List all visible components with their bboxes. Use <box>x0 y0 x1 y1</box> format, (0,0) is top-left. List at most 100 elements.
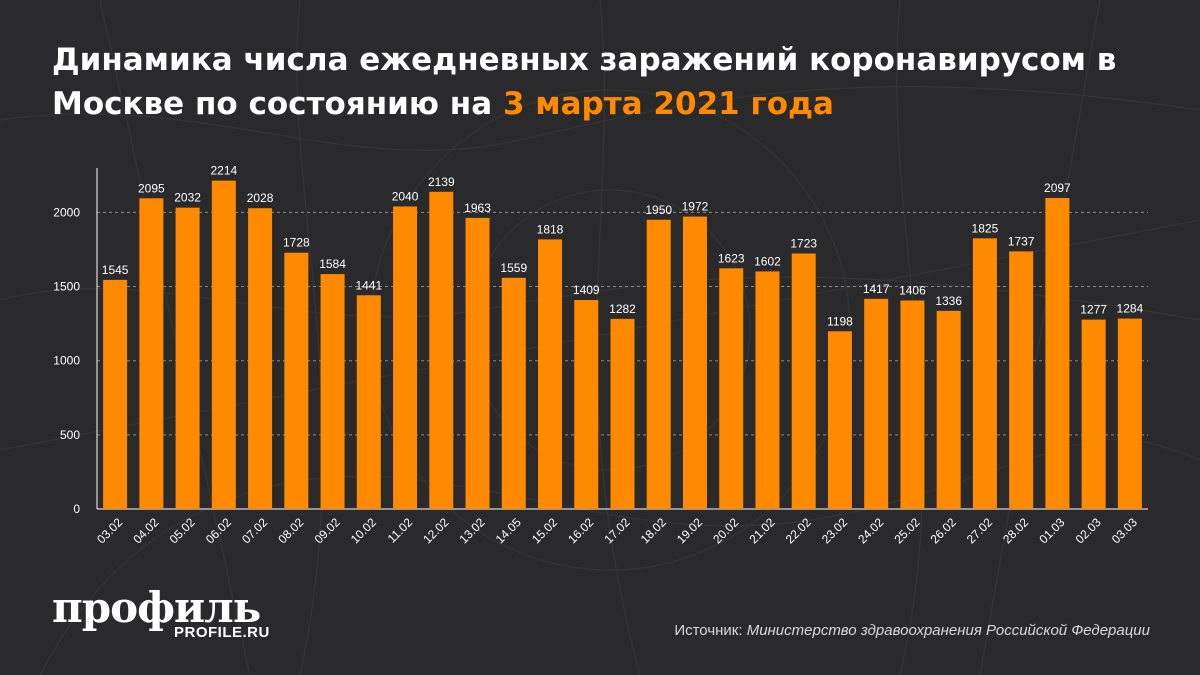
chart-title: Динамика числа ежедневных заражений коро… <box>52 38 1162 126</box>
x-tick-label: 10.02 <box>348 515 379 546</box>
x-tick-label: 01.03 <box>1036 515 1067 546</box>
bar <box>429 191 454 509</box>
bar <box>646 219 671 509</box>
y-tick-label: 1500 <box>53 280 80 294</box>
bar <box>465 217 490 510</box>
x-tick-label: 26.02 <box>928 515 959 546</box>
bar <box>682 216 707 509</box>
x-tick-label: 08.02 <box>275 515 306 546</box>
title-main: Динамика числа ежедневных заражений коро… <box>52 42 1117 122</box>
logo-url: PROFILE.RU <box>174 624 270 641</box>
data-label: 1545 <box>102 263 129 277</box>
bar <box>791 253 816 509</box>
bar <box>248 208 273 509</box>
x-tick-label: 23.02 <box>819 515 850 546</box>
data-label: 1950 <box>645 203 672 217</box>
x-tick-label: 24.02 <box>855 515 886 546</box>
y-tick-label: 500 <box>60 428 80 442</box>
x-tick-label: 04.02 <box>130 515 161 546</box>
data-label: 1336 <box>935 294 962 308</box>
logo-text: профиль <box>52 583 261 632</box>
x-tick-label: 21.02 <box>746 515 777 546</box>
profile-logo[interactable]: профиль PROFILE.RU <box>52 583 269 642</box>
data-label: 1623 <box>718 251 745 265</box>
data-label: 1963 <box>464 201 491 215</box>
bar <box>864 298 889 509</box>
x-tick-label: 27.02 <box>964 515 995 546</box>
bar <box>610 318 635 509</box>
data-label: 1825 <box>972 221 999 235</box>
data-label: 1728 <box>283 236 310 250</box>
data-label: 1277 <box>1080 303 1107 317</box>
x-tick-label: 09.02 <box>312 515 343 546</box>
x-tick-label: 13.02 <box>457 515 488 546</box>
source-value: Министерство здравоохранения Российской … <box>746 622 1150 639</box>
bar <box>1081 319 1106 509</box>
x-tick-label: 06.02 <box>203 515 234 546</box>
bar <box>936 310 961 509</box>
source-label: Источник: <box>674 622 747 639</box>
x-tick-label: 02.03 <box>1073 515 1104 546</box>
x-tick-label: 11.02 <box>385 515 416 546</box>
y-tick-label: 2000 <box>53 205 80 219</box>
data-label: 1602 <box>754 254 781 268</box>
data-label: 1559 <box>500 261 527 275</box>
x-tick-label: 03.03 <box>1109 515 1140 546</box>
data-label: 1282 <box>609 302 636 316</box>
bar <box>719 268 744 509</box>
bar <box>755 271 780 509</box>
bar <box>1045 198 1070 509</box>
x-tick-label: 25.02 <box>891 515 922 546</box>
bar <box>1117 318 1142 509</box>
bar <box>501 277 526 509</box>
x-tick-label: 17.02 <box>601 515 632 546</box>
x-tick-label: 07.02 <box>239 515 270 546</box>
x-tick-label: 20.02 <box>710 515 741 546</box>
bar <box>103 279 128 509</box>
bar <box>320 274 345 509</box>
data-label: 1441 <box>355 278 382 292</box>
bar <box>827 331 852 509</box>
y-tick-label: 0 <box>73 502 80 516</box>
data-label: 1284 <box>1117 302 1144 316</box>
bar <box>356 295 381 509</box>
x-tick-label: 22.02 <box>783 515 814 546</box>
x-tick-label: 15.02 <box>529 515 560 546</box>
x-tick-label: 05.02 <box>167 515 198 546</box>
source-note: Источник: Министерство здравоохранения Р… <box>674 622 1150 639</box>
data-label: 1406 <box>899 283 926 297</box>
data-label: 1723 <box>790 236 817 250</box>
data-label: 2095 <box>138 181 165 195</box>
bar <box>284 252 309 509</box>
bar <box>1009 251 1034 509</box>
title-date: 3 марта 2021 года <box>502 86 834 122</box>
data-label: 1198 <box>827 314 853 328</box>
data-label: 2214 <box>210 164 237 178</box>
x-tick-label: 14.05 <box>493 515 524 546</box>
bar <box>574 300 599 509</box>
x-tick-label: 28.02 <box>1000 515 1031 546</box>
bar <box>538 239 563 509</box>
x-tick-label: 19.02 <box>674 515 705 546</box>
bar <box>139 198 164 509</box>
bar <box>393 206 418 509</box>
x-tick-label: 18.02 <box>638 515 669 546</box>
data-label: 2040 <box>392 189 419 203</box>
data-label: 1972 <box>682 200 709 214</box>
data-label: 1737 <box>1008 234 1035 248</box>
data-label: 1417 <box>863 282 890 296</box>
data-label: 2097 <box>1044 181 1071 195</box>
bar <box>211 180 236 509</box>
data-label: 1818 <box>537 222 564 236</box>
bar <box>900 300 925 509</box>
y-tick-label: 1000 <box>53 354 80 368</box>
x-tick-label: 12.02 <box>420 515 451 546</box>
data-label: 2028 <box>247 191 274 205</box>
x-tick-label: 16.02 <box>565 515 596 546</box>
bar <box>175 207 200 509</box>
bar <box>972 238 997 510</box>
data-label: 2139 <box>428 175 455 189</box>
data-label: 1409 <box>573 283 600 297</box>
x-tick-label: 03.02 <box>94 515 125 546</box>
